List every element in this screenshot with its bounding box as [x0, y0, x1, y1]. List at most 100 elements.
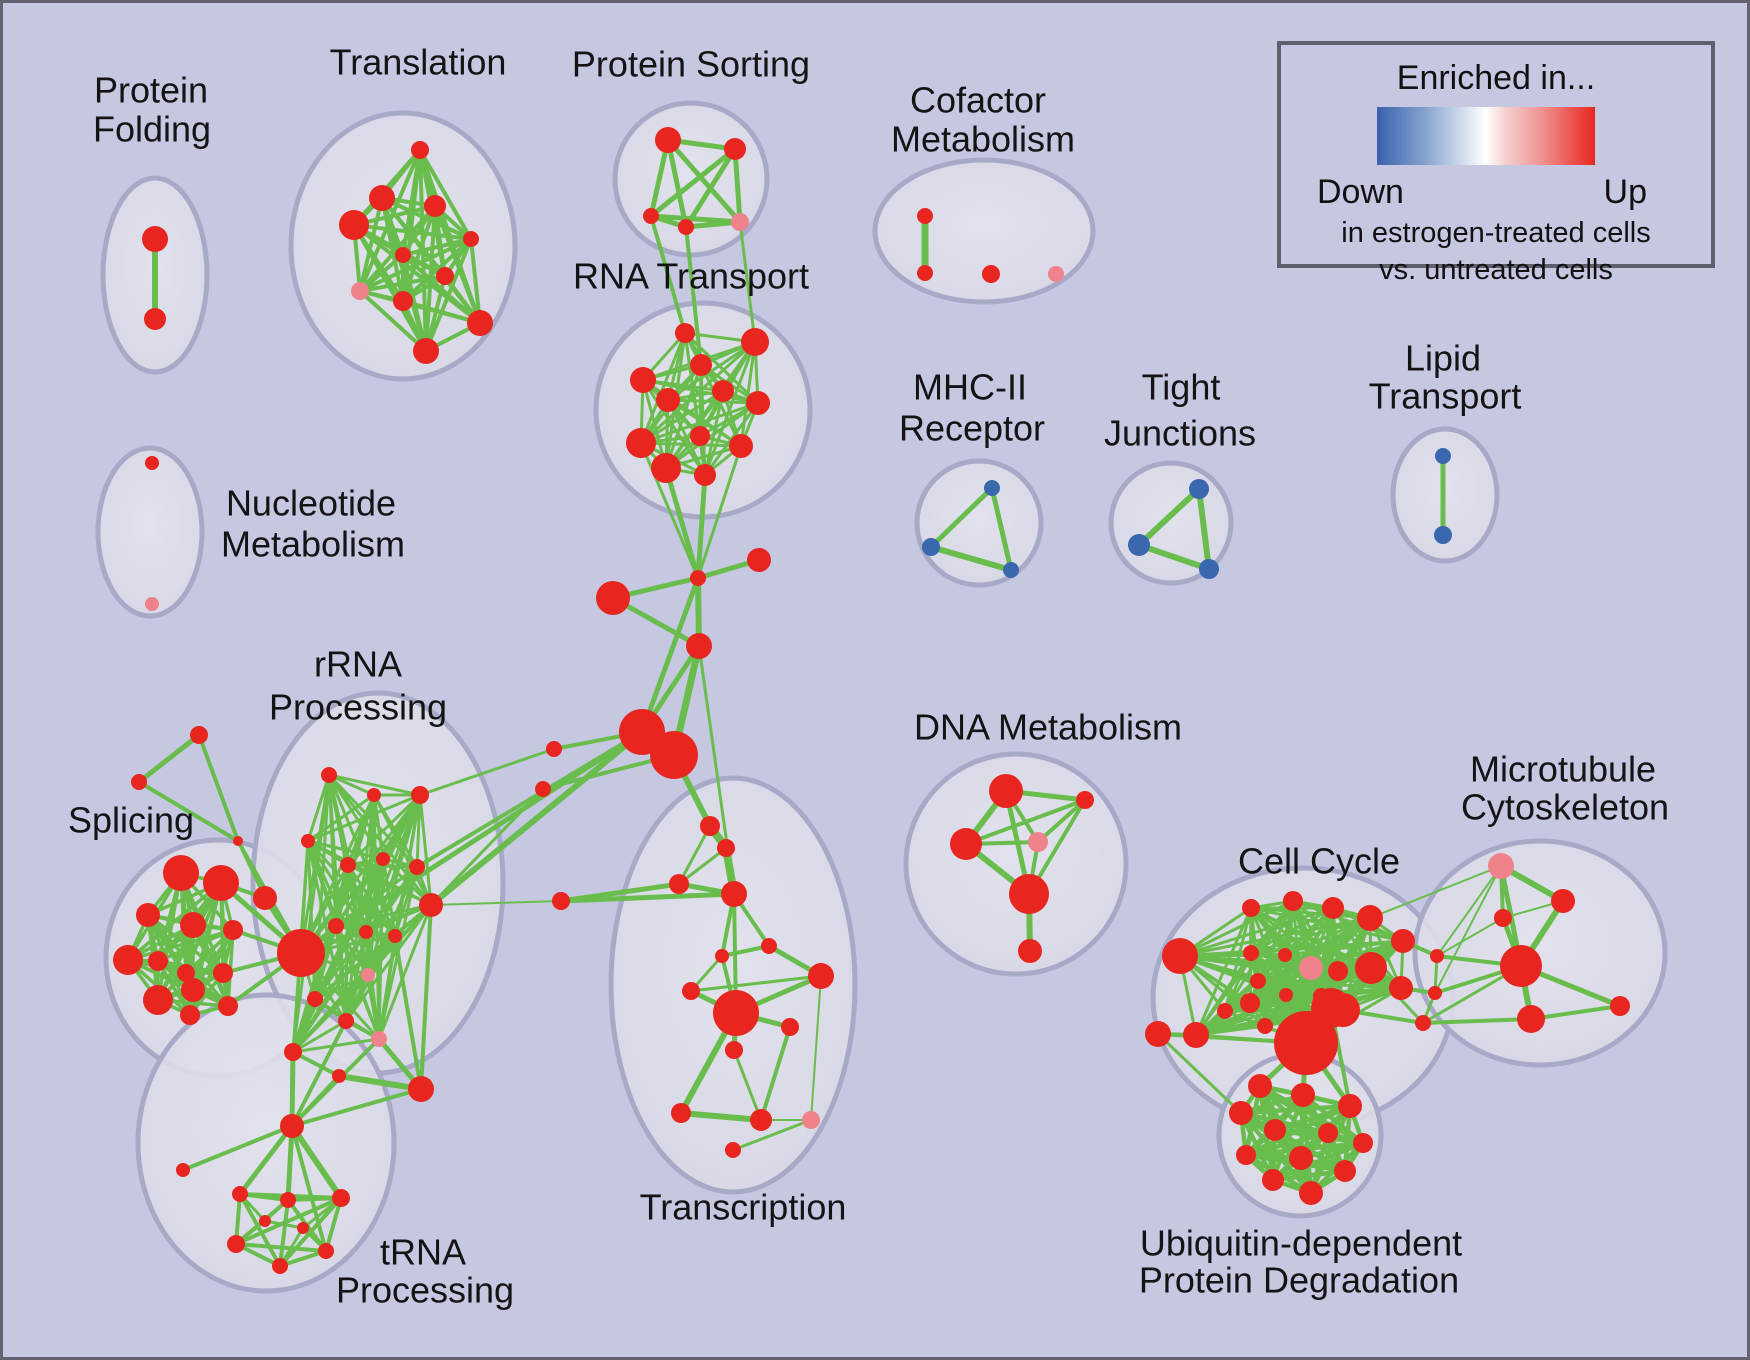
connectors-node-12 [1145, 1021, 1171, 1047]
edge [689, 974, 823, 993]
edge [469, 237, 482, 325]
dna-metabolism-node-4 [1009, 874, 1049, 914]
edge [197, 733, 240, 843]
protein-sorting-node-0 [655, 127, 681, 153]
edge [285, 1123, 295, 1203]
legend-down-label: Down [1317, 173, 1404, 211]
translation-node-4 [463, 231, 479, 247]
transcription-node-14 [725, 1142, 741, 1158]
cofactor-metabolism-node-3 [1048, 266, 1064, 282]
nucleotide-metabolism-bubble [95, 445, 205, 619]
edge [298, 729, 645, 956]
edge [1249, 906, 1335, 955]
legend-gradient-bar [1377, 107, 1595, 165]
trna-processing-node-1 [408, 1076, 434, 1102]
edge [291, 865, 419, 1054]
cofactor-metabolism-node-2 [982, 265, 1000, 283]
edge [234, 1242, 328, 1253]
transcription-node-1 [717, 839, 735, 857]
transcription-node-13 [802, 1111, 820, 1129]
edge [336, 1073, 424, 1092]
transcription-node-7 [808, 963, 834, 989]
cofactor-metabolism-node-1 [917, 265, 933, 281]
trna-processing-node-10 [259, 1215, 271, 1227]
edge [352, 223, 428, 353]
cell-cycle-node-4 [1357, 905, 1383, 931]
translation-node-8 [393, 291, 413, 311]
nucleotide-metabolism-label-line-0: Nucleotide [226, 483, 396, 524]
rna-transport-node-0 [675, 323, 695, 343]
transcription-node-8 [713, 990, 759, 1036]
edge [665, 137, 743, 225]
connectors-node-3 [253, 886, 277, 910]
translation-node-9 [467, 310, 493, 336]
cell-cycle-label-line-0: Cell Cycle [1238, 841, 1400, 882]
rna-transport-node-3 [630, 367, 656, 393]
transcription-label-line-0: Transcription [640, 1187, 847, 1228]
connectors-node-1 [131, 774, 147, 790]
trna-processing-node-7 [227, 1235, 245, 1253]
dna-metabolism-label-line-0: DNA Metabolism [914, 707, 1182, 748]
trna-processing-node-9 [318, 1243, 334, 1259]
edge [299, 793, 422, 955]
edge [418, 793, 433, 907]
transcription-node-9 [781, 1018, 799, 1036]
mhc-ii-receptor-node-0 [984, 480, 1000, 496]
translation-node-5 [395, 247, 411, 263]
edge [430, 900, 562, 906]
rna-transport-node-10 [651, 453, 681, 483]
edge [1223, 906, 1253, 1013]
legend-up-label: Up [1603, 173, 1647, 211]
cell-cycle-node-2 [1283, 891, 1303, 911]
edge [334, 857, 385, 928]
cell-cycle-node-1 [1242, 899, 1260, 917]
rna-transport-node-11 [694, 464, 716, 486]
rna-transport-node-8 [626, 428, 656, 458]
trna-processing-node-8 [272, 1258, 288, 1274]
edge [358, 196, 384, 293]
lipid-transport-label-line-1: Transport [1369, 376, 1522, 417]
edge [237, 1123, 295, 1197]
edge [278, 1198, 290, 1268]
microtubule-cytoskeleton-node-8 [1415, 1015, 1431, 1031]
edge [327, 773, 376, 797]
edge [732, 146, 743, 225]
edge [290, 1019, 348, 1128]
edge [665, 137, 689, 230]
edge [156, 959, 192, 1017]
edge [1529, 1004, 1622, 1021]
lipid-transport-label-line-0: Lipid [1405, 338, 1481, 379]
edge [377, 934, 397, 1041]
connectors-node-10 [546, 741, 562, 757]
dna-metabolism-node-1 [950, 828, 982, 860]
trna-processing-node-6 [332, 1189, 350, 1207]
trna-processing-bubble [135, 992, 397, 1294]
protein-folding-node-1 [144, 308, 166, 330]
edge [558, 891, 737, 904]
edge [366, 973, 381, 1041]
splicing-node-5 [113, 945, 143, 975]
edge [156, 928, 235, 963]
ubiquitin-degradation-node-2 [1338, 1094, 1362, 1118]
edge [263, 1219, 305, 1230]
rrna-processing-node-7 [419, 893, 443, 917]
trna-processing-node-11 [297, 1222, 309, 1234]
rna-transport-node-4 [712, 380, 734, 402]
rrna-processing-node-3 [301, 834, 315, 848]
node-layer [113, 127, 1630, 1274]
tight-junctions-node-2 [1199, 559, 1219, 579]
splicing-node-11 [218, 996, 238, 1016]
cell-cycle-node-10 [1355, 952, 1387, 984]
ubiquitin-degradation-node-5 [1289, 1146, 1313, 1170]
edge [928, 544, 1014, 573]
cofactor-metabolism-label-line-0: Cofactor [910, 80, 1046, 121]
edge [137, 780, 240, 843]
rrna-processing-node-13 [307, 991, 323, 1007]
cell-cycle-node-6 [1243, 945, 1259, 961]
edge [732, 1048, 763, 1122]
edge [352, 223, 473, 241]
cell-cycle-node-17 [1257, 1018, 1273, 1034]
connectors-node-9 [650, 731, 698, 779]
